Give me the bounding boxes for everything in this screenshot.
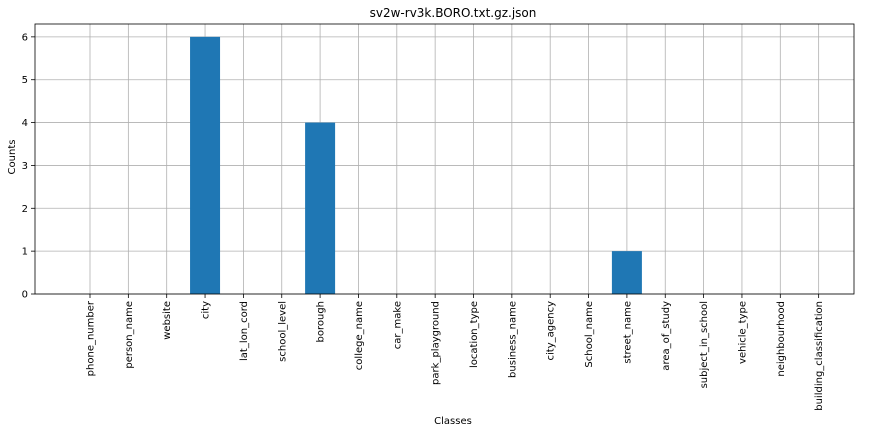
y-tick-label: 5 [22,75,28,86]
x-axis-ticks: phone_number person_name website city lat_lo… [86,294,825,411]
bar-borough [305,122,336,294]
y-axis-ticks: 0 1 2 3 4 5 6 [22,32,35,301]
x-tick-label: phone_number [86,300,97,376]
axes-frame [34,23,855,295]
grid [35,24,854,295]
x-tick-label: subject_in_school [699,301,710,388]
x-tick-label: park_playground [431,301,442,385]
chart-title: sv2w-rv3k.BORO.txt.gz.json [370,6,537,20]
y-tick-label: 0 [22,290,28,301]
plot-frame [34,23,855,295]
bar-city [190,36,221,294]
x-tick-label: street_name [622,301,633,364]
x-tick-label: borough [316,301,327,343]
x-tick-label: car_make [392,301,403,349]
y-axis-label: Counts [7,140,18,175]
x-tick-label: website [162,301,173,340]
x-tick-label: vehicle_type [737,301,748,364]
x-tick-label: school_level [277,301,288,362]
x-tick-label: person_name [124,301,135,369]
y-tick-label: 6 [22,32,28,43]
x-tick-label: neighbourhood [776,301,787,377]
bar-street_name [611,251,642,294]
y-tick-label: 3 [22,161,28,172]
y-tick-label: 4 [22,118,28,129]
x-tick-label: building_classification [814,301,825,411]
y-tick-label: 2 [22,204,28,215]
y-tick-label: 1 [22,247,28,258]
bars [190,36,642,294]
x-tick-label: city_agency [546,301,557,361]
x-tick-label: location_type [469,301,480,368]
x-tick-label: area_of_study [661,301,672,371]
x-tick-label: lat_lon_cord [239,301,250,361]
x-tick-label: college_name [354,301,365,370]
x-tick-label: city [201,301,212,319]
x-tick-label: School_name [584,301,595,368]
x-tick-label: business_name [507,301,518,378]
x-axis-label: Classes [434,416,472,427]
